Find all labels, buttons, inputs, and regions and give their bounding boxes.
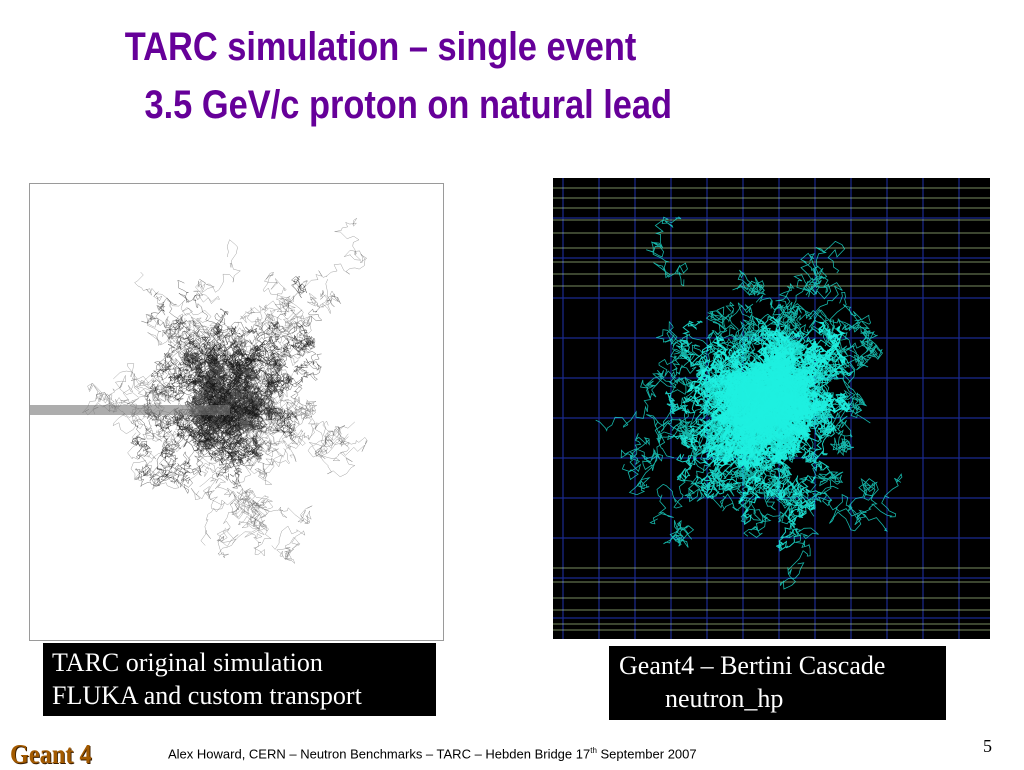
particle-tracks [686,321,851,505]
right-caption-line-1: Geant4 – Bertini Cascade [619,651,886,680]
footer-text-sup: th [590,746,597,755]
fluka-simulation-image [29,183,444,641]
left-caption-line-1: TARC original simulation [52,648,323,677]
footer-text: Alex Howard, CERN – Neutron Benchmarks –… [168,746,697,761]
right-caption-line-2: neutron_hp [665,684,784,713]
particle-tracks [130,275,323,495]
title-line-2: 3.5 GeV/c proton on natural lead [144,83,673,127]
footer-text-main: Alex Howard, CERN – Neutron Benchmarks –… [168,746,591,762]
detector-layers [553,187,990,631]
footer-text-end: September 2007 [596,746,697,762]
left-caption-line-2: FLUKA and custom transport [52,681,362,710]
right-caption: Geant4 – Bertini Cascade neutron_hp [609,646,946,720]
geant4-neutron-tracks [553,178,990,639]
left-caption: TARC original simulation FLUKA and custo… [43,643,436,716]
title-line-1: TARC simulation – single event [124,25,637,69]
fluka-neutron-tracks [30,217,368,565]
geant4-logo: Geant 4 [10,739,92,769]
beam-pipe [30,405,230,415]
geant4-simulation-image [553,178,990,639]
page-number: 5 [983,736,992,756]
